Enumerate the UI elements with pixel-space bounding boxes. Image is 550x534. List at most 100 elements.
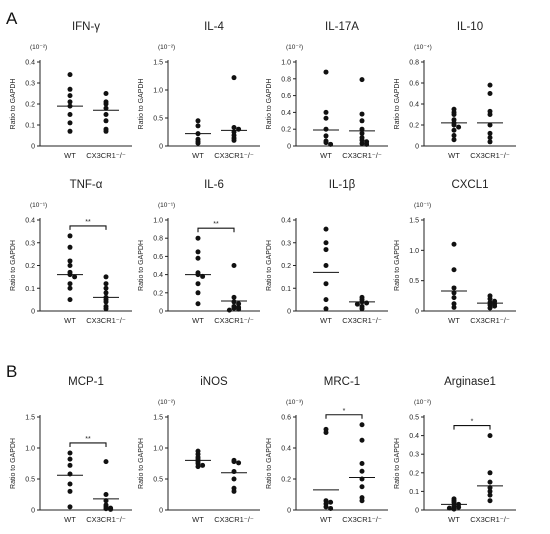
data-point	[231, 75, 237, 81]
chart-7: CXCL1 (10⁻¹) 0 0.5 1.0 1.5 Ratio to GAPDH WT CX3…	[394, 179, 516, 325]
chart-2: IL-17A (10⁻²) 0 0.2 0.4 0.6 0.8 1.0 Ratio to GAP…	[266, 21, 388, 160]
x-category-label: WT	[64, 316, 76, 325]
data-point	[451, 290, 457, 296]
y-tick-label: 0	[287, 508, 291, 515]
y-tick-label: 0.2	[281, 127, 291, 134]
data-point	[487, 91, 493, 96]
data-point	[492, 303, 498, 309]
y-axis-label: Ratio to GAPDH	[266, 240, 273, 291]
chart-title: CXCL1	[451, 179, 488, 191]
data-point	[359, 422, 365, 428]
data-point	[364, 300, 370, 306]
data-point	[103, 274, 109, 280]
y-tick-label: 0.1	[25, 286, 35, 293]
charts-group: IFN-γ (10⁻²) 0 0.1 0.2 0.3 0.4 Ratio to GAPDH WT…	[10, 21, 516, 524]
data-point	[323, 504, 329, 510]
y-axis-label: Ratio to GAPDH	[266, 79, 273, 130]
y-tick-label: 0	[287, 309, 291, 316]
x-category-label: CX3CR1⁻/⁻	[470, 151, 510, 160]
y-tick-label: 1.0	[153, 218, 163, 225]
data-point	[354, 301, 360, 307]
significance-marker: *	[471, 419, 474, 426]
data-point	[236, 126, 242, 132]
data-point	[451, 295, 457, 301]
chart-title: TNF-α	[70, 179, 103, 191]
y-tick-label: 0	[159, 508, 163, 515]
significance-marker: **	[85, 219, 91, 226]
data-point	[456, 504, 462, 510]
data-point	[103, 506, 109, 512]
chart-5: IL-6 (10⁻¹) 0 0.2 0.4 0.6 0.8 1.0 Ratio to GAPDH…	[138, 179, 260, 325]
data-point	[487, 492, 493, 498]
x-category-label: CX3CR1⁻/⁻	[86, 316, 126, 325]
data-point	[323, 430, 329, 435]
chart-axes	[295, 415, 388, 511]
data-point	[231, 469, 237, 475]
x-category-label: WT	[448, 151, 460, 160]
y-tick-label: 0.2	[281, 263, 291, 270]
x-category-label: WT	[192, 151, 204, 160]
data-point	[359, 484, 365, 490]
data-point	[451, 112, 457, 117]
data-point	[487, 485, 493, 491]
chart-axes	[423, 60, 516, 147]
data-point	[451, 301, 457, 307]
data-point	[67, 285, 73, 291]
data-point	[323, 115, 329, 121]
y-axis-label: Ratio to GAPDH	[10, 79, 17, 130]
chart-title: IFN-γ	[72, 21, 100, 33]
data-point	[67, 233, 73, 239]
y-tick-label: 1.0	[281, 60, 291, 67]
data-point	[359, 437, 365, 443]
x-category-label: WT	[448, 316, 460, 325]
data-point	[328, 499, 334, 505]
chart-title: MRC-1	[324, 376, 360, 388]
data-point	[67, 244, 73, 250]
data-point	[451, 506, 457, 512]
data-point	[67, 120, 73, 126]
y-axis-label: Ratio to GAPDH	[266, 438, 273, 489]
y-tick-label: 0.2	[153, 290, 163, 297]
chart-title: iNOS	[200, 376, 228, 388]
data-point	[359, 111, 365, 117]
y-tick-label: 0.4	[409, 433, 419, 440]
data-point	[103, 91, 109, 96]
data-point	[67, 99, 73, 105]
data-point	[451, 133, 457, 138]
y-tick-label: 0	[159, 144, 163, 151]
x-category-label: CX3CR1⁻/⁻	[214, 151, 254, 160]
data-point	[359, 130, 365, 136]
data-point	[231, 137, 237, 143]
data-point	[456, 124, 462, 130]
y-tick-label: 1.0	[25, 446, 35, 453]
y-tick-label: 0.2	[25, 102, 35, 109]
data-point	[67, 263, 73, 268]
chart-4: TNF-α (10⁻¹) 0 0.1 0.2 0.3 0.4 Ratio to GAPDH WT…	[10, 179, 132, 325]
data-point	[328, 505, 334, 511]
data-point	[487, 479, 493, 485]
data-point	[103, 118, 109, 124]
y-tick-label: 0.4	[25, 218, 35, 225]
data-point	[451, 127, 457, 133]
data-point	[67, 93, 73, 99]
y-tick-label: 0	[415, 309, 419, 316]
data-point	[451, 122, 457, 128]
data-point	[226, 307, 232, 313]
x-category-label: WT	[320, 151, 332, 160]
x-category-label: WT	[320, 316, 332, 325]
y-tick-label: 0.8	[409, 60, 419, 67]
chart-unit-label: (10⁻²)	[286, 44, 303, 51]
y-tick-label: 0	[31, 144, 35, 151]
data-point	[451, 137, 457, 143]
chart-unit-label: (10⁻²)	[158, 399, 175, 406]
y-tick-label: 1.5	[153, 415, 163, 422]
chart-unit-label: (10⁻²)	[414, 399, 431, 406]
data-point	[67, 281, 73, 287]
data-point	[487, 498, 493, 504]
chart-8: MCP-1 0 0.5 1.0 1.5 Ratio to GAPDH WT CX3CR1⁻/⁻…	[10, 376, 132, 524]
data-point	[323, 226, 329, 232]
data-point	[195, 301, 201, 307]
data-point	[487, 296, 493, 302]
y-axis-label: Ratio to GAPDH	[394, 79, 401, 130]
y-tick-label: 0.1	[25, 123, 35, 130]
